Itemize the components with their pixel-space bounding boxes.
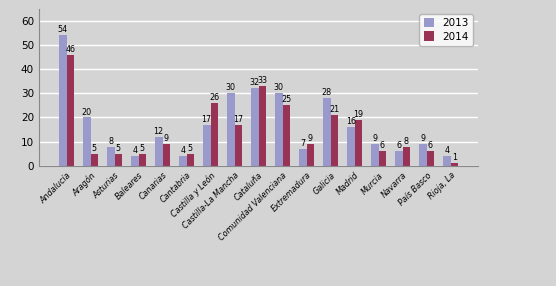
Text: 5: 5 — [92, 144, 97, 153]
Text: 28: 28 — [321, 88, 332, 97]
Text: 8: 8 — [108, 136, 113, 146]
Text: 32: 32 — [250, 78, 260, 88]
Bar — [138, 154, 146, 166]
Text: 54: 54 — [58, 25, 68, 34]
Bar — [330, 115, 338, 166]
Bar — [179, 156, 187, 166]
Bar — [235, 125, 242, 166]
Text: 4: 4 — [444, 146, 449, 155]
Bar — [450, 164, 458, 166]
Text: 6: 6 — [396, 141, 401, 150]
Text: 8: 8 — [404, 136, 409, 146]
Bar — [282, 105, 290, 166]
Bar — [259, 86, 266, 166]
Text: 33: 33 — [257, 76, 267, 85]
Text: 9: 9 — [164, 134, 169, 143]
Bar — [83, 118, 91, 166]
Bar — [426, 151, 434, 166]
Text: 6: 6 — [380, 141, 385, 150]
Text: 9: 9 — [420, 134, 425, 143]
Bar — [419, 144, 426, 166]
Bar — [203, 125, 211, 166]
Text: 16: 16 — [346, 117, 356, 126]
Text: 46: 46 — [66, 45, 76, 53]
Bar — [115, 154, 122, 166]
Text: 5: 5 — [140, 144, 145, 153]
Bar — [227, 93, 235, 166]
Text: 9: 9 — [372, 134, 378, 143]
Bar — [443, 156, 450, 166]
Bar — [355, 120, 362, 166]
Legend: 2013, 2014: 2013, 2014 — [419, 14, 473, 46]
Bar — [91, 154, 98, 166]
Text: 17: 17 — [202, 115, 212, 124]
Bar — [395, 151, 403, 166]
Text: 19: 19 — [353, 110, 364, 119]
Text: 30: 30 — [226, 83, 236, 92]
Bar — [251, 88, 259, 166]
Bar — [379, 151, 386, 166]
Bar — [275, 93, 282, 166]
Text: 30: 30 — [274, 83, 284, 92]
Text: 26: 26 — [209, 93, 220, 102]
Text: 1: 1 — [452, 154, 457, 162]
Text: 4: 4 — [180, 146, 185, 155]
Bar — [155, 137, 162, 166]
Bar — [59, 35, 67, 166]
Bar — [306, 144, 314, 166]
Bar — [67, 55, 75, 166]
Text: 17: 17 — [234, 115, 244, 124]
Text: 7: 7 — [300, 139, 305, 148]
Bar — [187, 154, 194, 166]
Text: 12: 12 — [153, 127, 164, 136]
Bar — [299, 149, 306, 166]
Bar — [107, 146, 115, 166]
Text: 20: 20 — [82, 108, 92, 116]
Bar — [347, 127, 355, 166]
Text: 25: 25 — [281, 96, 291, 104]
Bar — [162, 144, 170, 166]
Text: 5: 5 — [116, 144, 121, 153]
Text: 21: 21 — [329, 105, 339, 114]
Bar — [403, 146, 410, 166]
Text: 5: 5 — [188, 144, 193, 153]
Text: 4: 4 — [132, 146, 137, 155]
Bar — [131, 156, 138, 166]
Bar — [371, 144, 379, 166]
Bar — [323, 98, 330, 166]
Text: 6: 6 — [428, 141, 433, 150]
Bar — [211, 103, 218, 166]
Text: 9: 9 — [308, 134, 313, 143]
